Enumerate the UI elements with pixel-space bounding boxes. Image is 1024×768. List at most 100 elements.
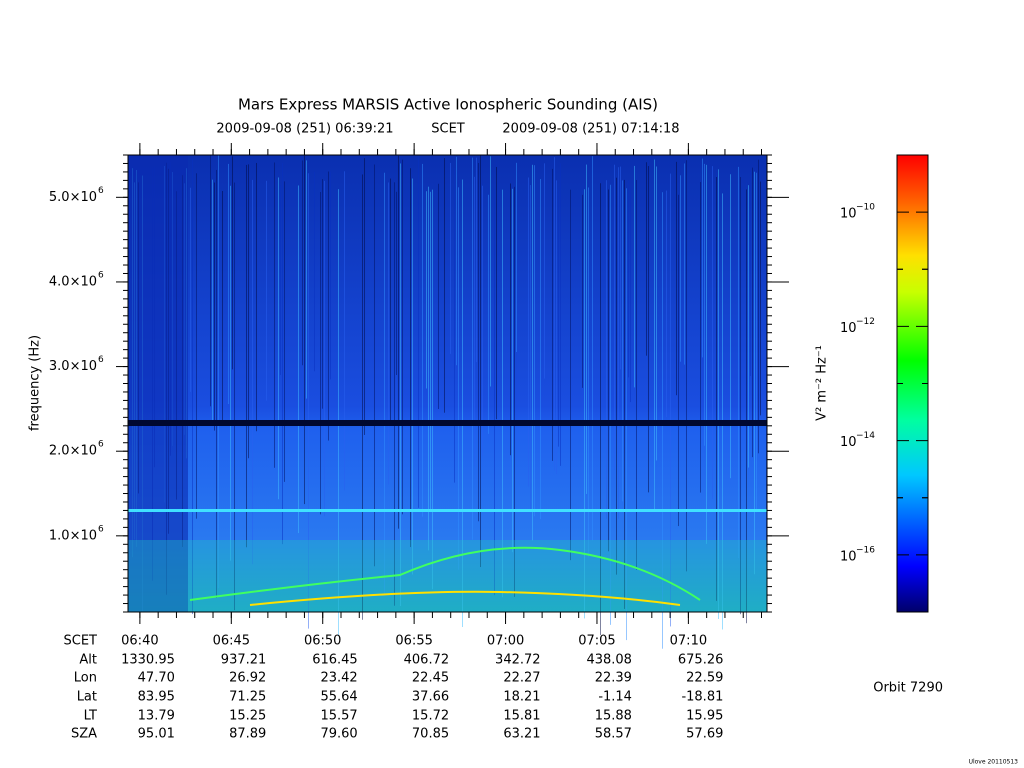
texture: [128, 509, 767, 512]
ephemeris-value: 95.01: [138, 727, 175, 742]
texture: [430, 191, 431, 512]
texture: [686, 160, 687, 572]
texture: [528, 177, 529, 487]
texture: [512, 188, 513, 553]
time-label: SCET: [431, 122, 465, 137]
texture: [628, 180, 629, 378]
ephemeris-value: 15.25: [229, 709, 266, 724]
spectrogram: [128, 155, 767, 649]
texture: [582, 194, 583, 388]
texture: [476, 157, 477, 363]
texture: [540, 179, 541, 520]
texture: [758, 159, 759, 454]
colorbar-tick-label: 10: [840, 207, 857, 222]
texture: [718, 169, 719, 619]
texture: [344, 171, 345, 491]
texture: [280, 185, 281, 375]
x-tick-label: 06:50: [304, 634, 341, 649]
ephemeris-label: LT: [84, 709, 97, 724]
texture: [246, 164, 247, 548]
texture: [278, 177, 279, 500]
ephemeris-value: 15.57: [320, 709, 357, 724]
texture: [306, 160, 307, 399]
colorbar-label: V² m⁻² Hz⁻¹: [815, 345, 830, 421]
texture: [412, 178, 413, 575]
texture: [196, 173, 197, 519]
texture: [616, 177, 617, 575]
ephemeris-value: 13.79: [138, 709, 175, 724]
ephemeris-value: 22.45: [412, 671, 449, 686]
texture: [282, 163, 283, 545]
texture: [556, 180, 557, 474]
texture: [189, 546, 701, 601]
texture: [364, 158, 365, 435]
texture: [308, 173, 309, 629]
ephemeris-value: 15.81: [503, 709, 540, 724]
texture: [284, 181, 285, 482]
texture: [754, 171, 755, 575]
y-tick-label: 5.0×10: [49, 190, 97, 205]
colorbar-tick-label: 10: [840, 435, 857, 450]
texture: [534, 165, 535, 517]
ephemeris-value: 83.95: [138, 690, 175, 705]
texture: [458, 187, 459, 570]
texture: [626, 188, 627, 641]
texture: [654, 159, 655, 512]
ephemeris-value: 22.59: [686, 671, 723, 686]
texture: [402, 159, 403, 515]
texture: [304, 155, 305, 505]
texture: [396, 191, 397, 375]
texture: [712, 166, 713, 499]
texture: [586, 164, 587, 494]
texture: [214, 182, 215, 431]
x-tick-label: 07:05: [578, 634, 615, 649]
texture: [249, 590, 681, 606]
texture: [482, 185, 483, 456]
texture: [740, 177, 741, 615]
ephemeris-value: 63.21: [503, 727, 540, 742]
texture: [410, 168, 411, 548]
texture: [298, 185, 299, 534]
texture: [444, 158, 445, 413]
texture: [730, 174, 731, 479]
ephemeris-value: 23.42: [320, 671, 357, 686]
texture: [624, 179, 625, 609]
colorbar-tick-exponent: −14: [856, 431, 875, 441]
ephemeris-value: 616.45: [312, 653, 358, 668]
ephemeris-value: 22.27: [503, 671, 540, 686]
orbit-label: Orbit 7290: [873, 681, 943, 696]
texture: [234, 182, 235, 611]
texture: [322, 179, 323, 409]
texture: [454, 167, 455, 483]
ephemeris-value: 15.88: [595, 709, 632, 724]
texture: [570, 189, 571, 561]
texture: [252, 179, 253, 565]
x-tick-label: 07:10: [670, 634, 707, 649]
ephemeris-value: 58.57: [595, 727, 632, 742]
x-tick-label: 06:55: [395, 634, 432, 649]
texture: [400, 163, 401, 607]
ephemeris-value: 438.08: [586, 653, 632, 668]
colorbar-tick-label: 10: [840, 321, 857, 336]
texture: [618, 167, 619, 519]
ephemeris-label: SCET: [64, 634, 98, 649]
ephemeris-value: 71.25: [229, 690, 266, 705]
y-tick-exponent: 6: [98, 440, 104, 450]
texture: [600, 183, 601, 636]
texture: [560, 163, 561, 466]
texture: [676, 161, 677, 396]
y-tick-exponent: 6: [98, 270, 104, 280]
texture: [456, 156, 457, 366]
texture: [428, 186, 429, 551]
texture: [328, 171, 329, 441]
texture: [494, 189, 495, 596]
texture: [752, 167, 753, 458]
texture: [362, 174, 363, 620]
texture: [544, 163, 545, 379]
y-tick-exponent: 6: [98, 355, 104, 365]
y-tick-exponent: 6: [98, 186, 104, 196]
texture: [716, 177, 717, 601]
texture: [746, 189, 747, 624]
texture: [610, 184, 611, 625]
